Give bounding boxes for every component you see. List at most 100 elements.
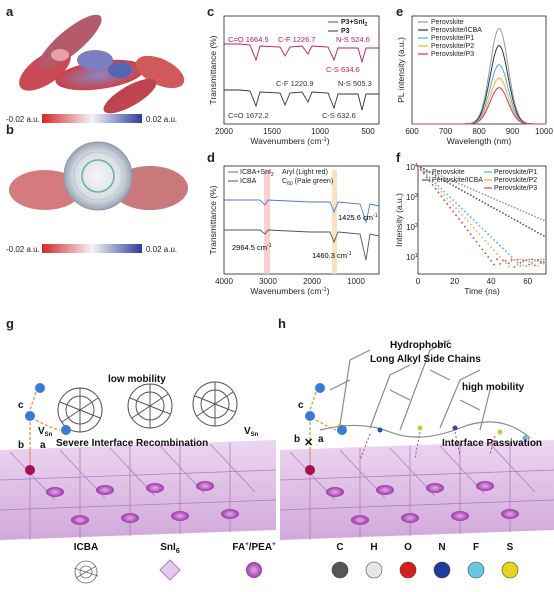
h-side-chains: Long Alkyl Side Chains xyxy=(370,354,481,365)
f-data-point xyxy=(434,182,437,184)
g-low-mobility: low mobility xyxy=(108,374,166,385)
h-arrow-c: c xyxy=(298,400,304,411)
panel-label-h: h xyxy=(278,316,286,331)
f-data-point xyxy=(507,253,510,255)
f-data-point xyxy=(499,210,501,213)
f-data-point xyxy=(540,218,542,220)
f-data-point xyxy=(481,227,484,230)
e-xtick: 600 xyxy=(405,127,419,136)
e-xtick: 700 xyxy=(439,127,453,136)
f-data-point xyxy=(449,206,452,209)
f-data-point xyxy=(437,191,440,194)
esp-colorbar-a xyxy=(42,114,142,123)
f-data-point xyxy=(449,200,452,203)
esp-max-b: 0.02 a.u. xyxy=(146,245,177,254)
f-data-point xyxy=(452,210,454,213)
f-data-point xyxy=(522,223,525,226)
d-ann-n2: 1425.6 cm-1 xyxy=(338,213,378,222)
d-legend-2: ICBA xyxy=(240,178,257,185)
f-data-point xyxy=(446,197,449,200)
f-data-point xyxy=(452,199,454,201)
f-data-point xyxy=(499,200,501,203)
f-data-point xyxy=(542,258,545,261)
f-data-point xyxy=(475,197,478,200)
f-data-point xyxy=(458,210,460,213)
f-data-point xyxy=(466,229,469,232)
f-data-point xyxy=(484,202,487,205)
f-ylabel: Intensity (a.u.) xyxy=(394,193,404,247)
f-data-point xyxy=(519,221,522,224)
e-xtick: 900 xyxy=(506,127,520,136)
f-data-point xyxy=(431,179,434,182)
f-data-point xyxy=(496,252,498,255)
f-data-point xyxy=(434,184,437,187)
c-ann-cs-top: C-S 634.6 xyxy=(326,65,360,74)
f-data-point xyxy=(434,172,437,175)
f-data-point xyxy=(528,260,531,263)
f-data-point xyxy=(461,184,463,186)
f-data-point xyxy=(478,233,481,236)
d-line-top xyxy=(224,199,380,224)
atom-label: C xyxy=(336,542,343,553)
f-data-point xyxy=(490,236,492,238)
f-data-point xyxy=(452,204,454,206)
f-data-point xyxy=(417,165,419,167)
f-data-point xyxy=(513,259,516,262)
f-data-point xyxy=(449,179,452,181)
perovskite-slab-g xyxy=(0,440,277,540)
f-data-point xyxy=(487,256,490,258)
c-xtick: 500 xyxy=(361,127,375,136)
f-data-point xyxy=(504,260,507,262)
c-ann-ns-top: N-S 524.6 xyxy=(336,35,370,44)
f-data-point xyxy=(469,187,472,190)
cation-ball-icon xyxy=(246,562,262,578)
f-data-point xyxy=(542,219,545,222)
chart-e: PL intensity (a.u.) 600 700 800 900 1000… xyxy=(396,15,553,146)
c-ann-ns-bot: N-S 505.3 xyxy=(338,79,372,88)
f-data-point xyxy=(487,243,490,245)
d-aryl-band xyxy=(264,170,270,274)
polymer-chain-h xyxy=(319,339,531,439)
f-data-point xyxy=(496,208,498,211)
f-data-point xyxy=(496,199,498,201)
f-data-point xyxy=(455,214,457,217)
f-data-point xyxy=(531,261,533,264)
f-legend-label: Perovskite/P2 xyxy=(494,177,537,184)
f-data-point xyxy=(542,261,545,263)
atom-ball-icon xyxy=(467,561,485,579)
f-data-point xyxy=(428,180,431,183)
icba-molecules-g xyxy=(57,381,238,433)
d-xtick: 2000 xyxy=(303,277,321,286)
f-data-point xyxy=(463,217,466,219)
atom-ball-icon xyxy=(365,561,383,579)
e-legend-label: Perovskite/P1 xyxy=(431,35,474,42)
f-data-point xyxy=(522,260,525,263)
f-data-point xyxy=(452,184,454,187)
d-legend-1: ICBA+SnI2 xyxy=(240,169,274,178)
f-data-point xyxy=(472,196,475,198)
h-arrow-b: b xyxy=(294,434,300,445)
f-data-point xyxy=(493,207,495,210)
esp-max-a: 0.02 a.u. xyxy=(146,115,177,124)
f-data-point xyxy=(525,259,528,262)
chart-f: Intensity (a.u.) 104 103 102 101 0 20 40… xyxy=(394,163,547,296)
f-data-point xyxy=(443,194,446,197)
f-data-point xyxy=(496,258,498,261)
f-data-point xyxy=(519,258,522,261)
f-data-point xyxy=(540,233,542,236)
f-data-point xyxy=(516,261,519,264)
e-legend-label: Perovskite xyxy=(431,19,464,26)
passivation-bonds-h xyxy=(359,431,496,461)
f-data-point xyxy=(478,199,481,201)
f-data-point xyxy=(513,206,516,209)
f-data-point xyxy=(522,264,525,267)
h-high-mobility: high mobility xyxy=(462,382,525,393)
f-data-point xyxy=(507,265,510,268)
f-data-point xyxy=(525,225,528,227)
atom-label: N xyxy=(438,542,445,553)
f-data-point xyxy=(431,184,434,186)
f-xtick: 0 xyxy=(416,277,421,286)
f-data-point xyxy=(516,220,519,223)
f-data-point xyxy=(499,256,501,258)
